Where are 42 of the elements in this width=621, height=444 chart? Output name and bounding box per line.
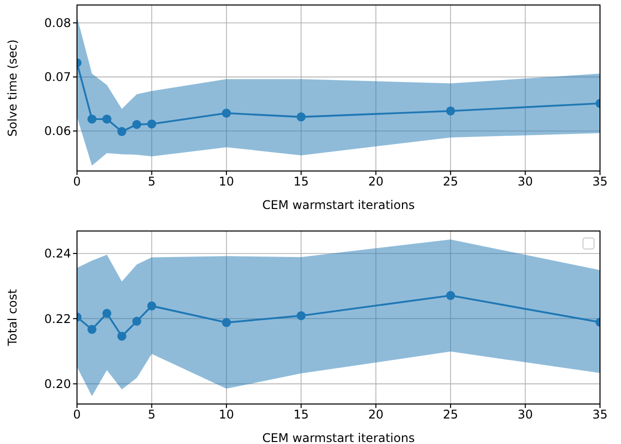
- x-tick-label: 5: [148, 174, 156, 189]
- x-axis-title: CEM warmstart iterations: [262, 431, 415, 444]
- x-tick-label: 0: [73, 408, 81, 422]
- point: [147, 119, 156, 128]
- x-tick-label: 10: [218, 174, 234, 189]
- y-axis-title: Total cost: [5, 288, 20, 347]
- point: [87, 114, 96, 124]
- x-tick-label: 5: [148, 408, 156, 422]
- x-tick-label: 25: [442, 408, 458, 422]
- x-tick-label: 0: [73, 174, 81, 189]
- y-axis-title: Solve time (sec): [5, 39, 20, 137]
- point: [117, 127, 126, 136]
- y-tick-label: 0.20: [44, 377, 71, 392]
- point: [102, 308, 112, 318]
- y-tick-label: 0.08: [44, 16, 71, 30]
- x-tick-label: 15: [294, 174, 309, 189]
- x-tick-label: 15: [294, 408, 309, 422]
- x-tick-label: 30: [518, 174, 533, 189]
- x-tick-label: 35: [592, 408, 608, 422]
- y-tick-label: 0.06: [44, 124, 71, 138]
- x-tick-label: 30: [518, 408, 533, 422]
- point: [87, 324, 96, 334]
- point: [296, 112, 306, 122]
- point: [132, 316, 142, 326]
- y-tick-label: 0.07: [44, 70, 71, 84]
- point: [102, 114, 112, 124]
- x-axis-title: CEM warmstart iterations: [262, 198, 415, 212]
- point: [222, 108, 231, 118]
- point: [132, 120, 142, 129]
- y-tick-label: 0.22: [44, 312, 71, 326]
- x-tick-label: 10: [218, 408, 234, 422]
- x-tick-label: 25: [442, 174, 458, 189]
- y-tick-label: 0.24: [44, 246, 71, 261]
- point: [147, 301, 156, 310]
- point: [296, 311, 306, 320]
- x-tick-label: 20: [368, 174, 384, 189]
- x-tick-label: 35: [592, 174, 608, 189]
- x-tick-label: 20: [368, 408, 384, 422]
- point: [222, 318, 231, 328]
- point: [446, 106, 456, 116]
- point: [446, 291, 456, 300]
- point: [117, 332, 126, 341]
